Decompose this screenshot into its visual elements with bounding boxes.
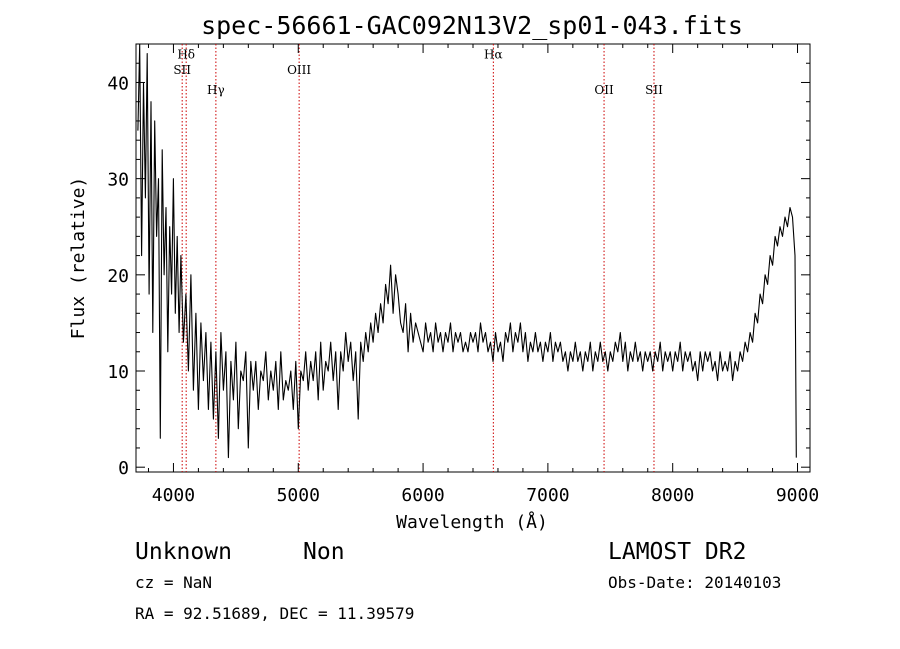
object-subclass: Non bbox=[303, 539, 345, 565]
coordinates: RA = 92.51689, DEC = 11.39579 bbox=[135, 604, 414, 623]
marker-label-4: Hα bbox=[484, 47, 503, 61]
x-tick-label-5: 9000 bbox=[776, 485, 819, 506]
y-axis-label: Flux (relative) bbox=[68, 177, 89, 340]
y-axis-ticks: 0 10 20 30 40 bbox=[107, 62, 810, 479]
y-tick-label-0: 0 bbox=[118, 458, 129, 479]
y-tick-label-2: 20 bbox=[107, 266, 129, 287]
marker-label-5: OII bbox=[594, 83, 614, 97]
survey-name: LAMOST DR2 bbox=[608, 539, 746, 565]
x-axis-ticks: 4000 5000 6000 7000 8000 9000 bbox=[147, 44, 819, 506]
x-tick-label-0: 4000 bbox=[152, 485, 195, 506]
x-tick-label-1: 5000 bbox=[277, 485, 320, 506]
y-tick-label-3: 30 bbox=[107, 170, 129, 191]
x-tick-label-4: 8000 bbox=[651, 485, 694, 506]
plot-frame bbox=[135, 43, 811, 473]
emission-line-markers bbox=[181, 44, 655, 472]
x-tick-label-3: 7000 bbox=[526, 485, 569, 506]
marker-label-2: Hγ bbox=[207, 83, 225, 97]
object-class: Unknown bbox=[135, 539, 232, 565]
y-tick-label-4: 40 bbox=[107, 73, 129, 94]
spectrum-line bbox=[137, 43, 797, 459]
emission-line-labels: Hδ SII Hγ OIII Hα OII SII bbox=[173, 47, 663, 97]
marker-label-0: Hδ bbox=[177, 47, 195, 61]
marker-label-3: OIII bbox=[287, 63, 311, 77]
chart-title: spec-56661-GAC092N13V2_sp01-043.fits bbox=[201, 11, 743, 40]
y-tick-label-1: 10 bbox=[107, 362, 129, 383]
x-tick-label-2: 6000 bbox=[401, 485, 444, 506]
x-axis-label: Wavelength (Å) bbox=[396, 511, 548, 533]
redshift-cz: cz = NaN bbox=[135, 573, 212, 592]
marker-label-1: SII bbox=[173, 63, 191, 77]
observation-date: Obs-Date: 20140103 bbox=[608, 573, 781, 592]
marker-label-6: SII bbox=[645, 83, 663, 97]
